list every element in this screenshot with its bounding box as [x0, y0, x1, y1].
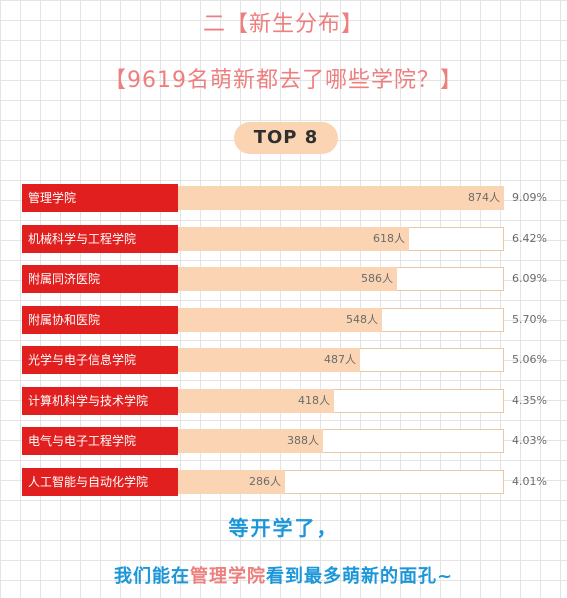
- bar-category-label: 计算机科学与技术学院: [22, 387, 178, 415]
- bar: [178, 267, 397, 291]
- section-subtitle: 【9619名萌新都去了哪些学院？】: [104, 68, 463, 93]
- bar-row: 光学与电子信息学院 487人 5.06%: [22, 346, 562, 374]
- bar-category-label: 附属同济医院: [22, 265, 178, 293]
- bar-value-label: 874人: [468, 191, 500, 204]
- bar-category-label: 管理学院: [22, 184, 178, 212]
- bar: [178, 308, 382, 332]
- footer-text-before: 我们能在: [113, 566, 190, 587]
- bar-percent-label: 4.35%: [512, 394, 547, 407]
- bar: [178, 470, 285, 494]
- bar-percent-label: 5.70%: [512, 313, 547, 326]
- bar-row: 附属同济医院 586人 6.09%: [22, 265, 562, 293]
- bar-category-label: 机械科学与工程学院: [22, 225, 178, 253]
- footer-highlight: 管理学院: [189, 566, 266, 587]
- bar-percent-label: 4.01%: [512, 475, 547, 488]
- bar-row: 计算机科学与技术学院 418人 4.35%: [22, 387, 562, 415]
- footer-line-2: 我们能在管理学院看到最多萌新的面孔~: [0, 562, 567, 588]
- bar-row: 电气与电子工程学院 388人 4.03%: [22, 427, 562, 455]
- bar-row: 人工智能与自动化学院 286人 4.01%: [22, 468, 562, 496]
- bar-value-label: 418人: [298, 394, 330, 407]
- bar: [178, 227, 409, 251]
- bar-value-label: 487人: [324, 353, 356, 366]
- footer-text-after: 看到最多萌新的面孔~: [265, 566, 454, 587]
- bar-percent-label: 6.42%: [512, 232, 547, 245]
- bar-category-label: 电气与电子工程学院: [22, 427, 178, 455]
- top-badge: TOP 8: [234, 122, 338, 154]
- bar-category-label: 附属协和医院: [22, 306, 178, 334]
- bar: [178, 429, 323, 453]
- bar-value-label: 618人: [373, 232, 405, 245]
- bar-row: 管理学院 874人 9.09%: [22, 184, 562, 212]
- section-title: 二【新生分布】: [202, 12, 364, 37]
- bar-value-label: 548人: [346, 313, 378, 326]
- bar-category-label: 人工智能与自动化学院: [22, 468, 178, 496]
- bar-percent-label: 5.06%: [512, 353, 547, 366]
- bar-percent-label: 6.09%: [512, 272, 547, 285]
- bar-value-label: 586人: [361, 272, 393, 285]
- bar-value-label: 286人: [249, 475, 281, 488]
- bar-category-label: 光学与电子信息学院: [22, 346, 178, 374]
- bar-value-label: 388人: [287, 434, 319, 447]
- bar: [178, 186, 504, 210]
- bar: [178, 389, 334, 413]
- bar-row: 机械科学与工程学院 618人 6.42%: [22, 225, 562, 253]
- bar: [178, 348, 360, 372]
- footer-line-1: 等开学了，: [228, 516, 339, 540]
- bar-percent-label: 4.03%: [512, 434, 547, 447]
- bar-percent-label: 9.09%: [512, 191, 547, 204]
- bar-row: 附属协和医院 548人 5.70%: [22, 306, 562, 334]
